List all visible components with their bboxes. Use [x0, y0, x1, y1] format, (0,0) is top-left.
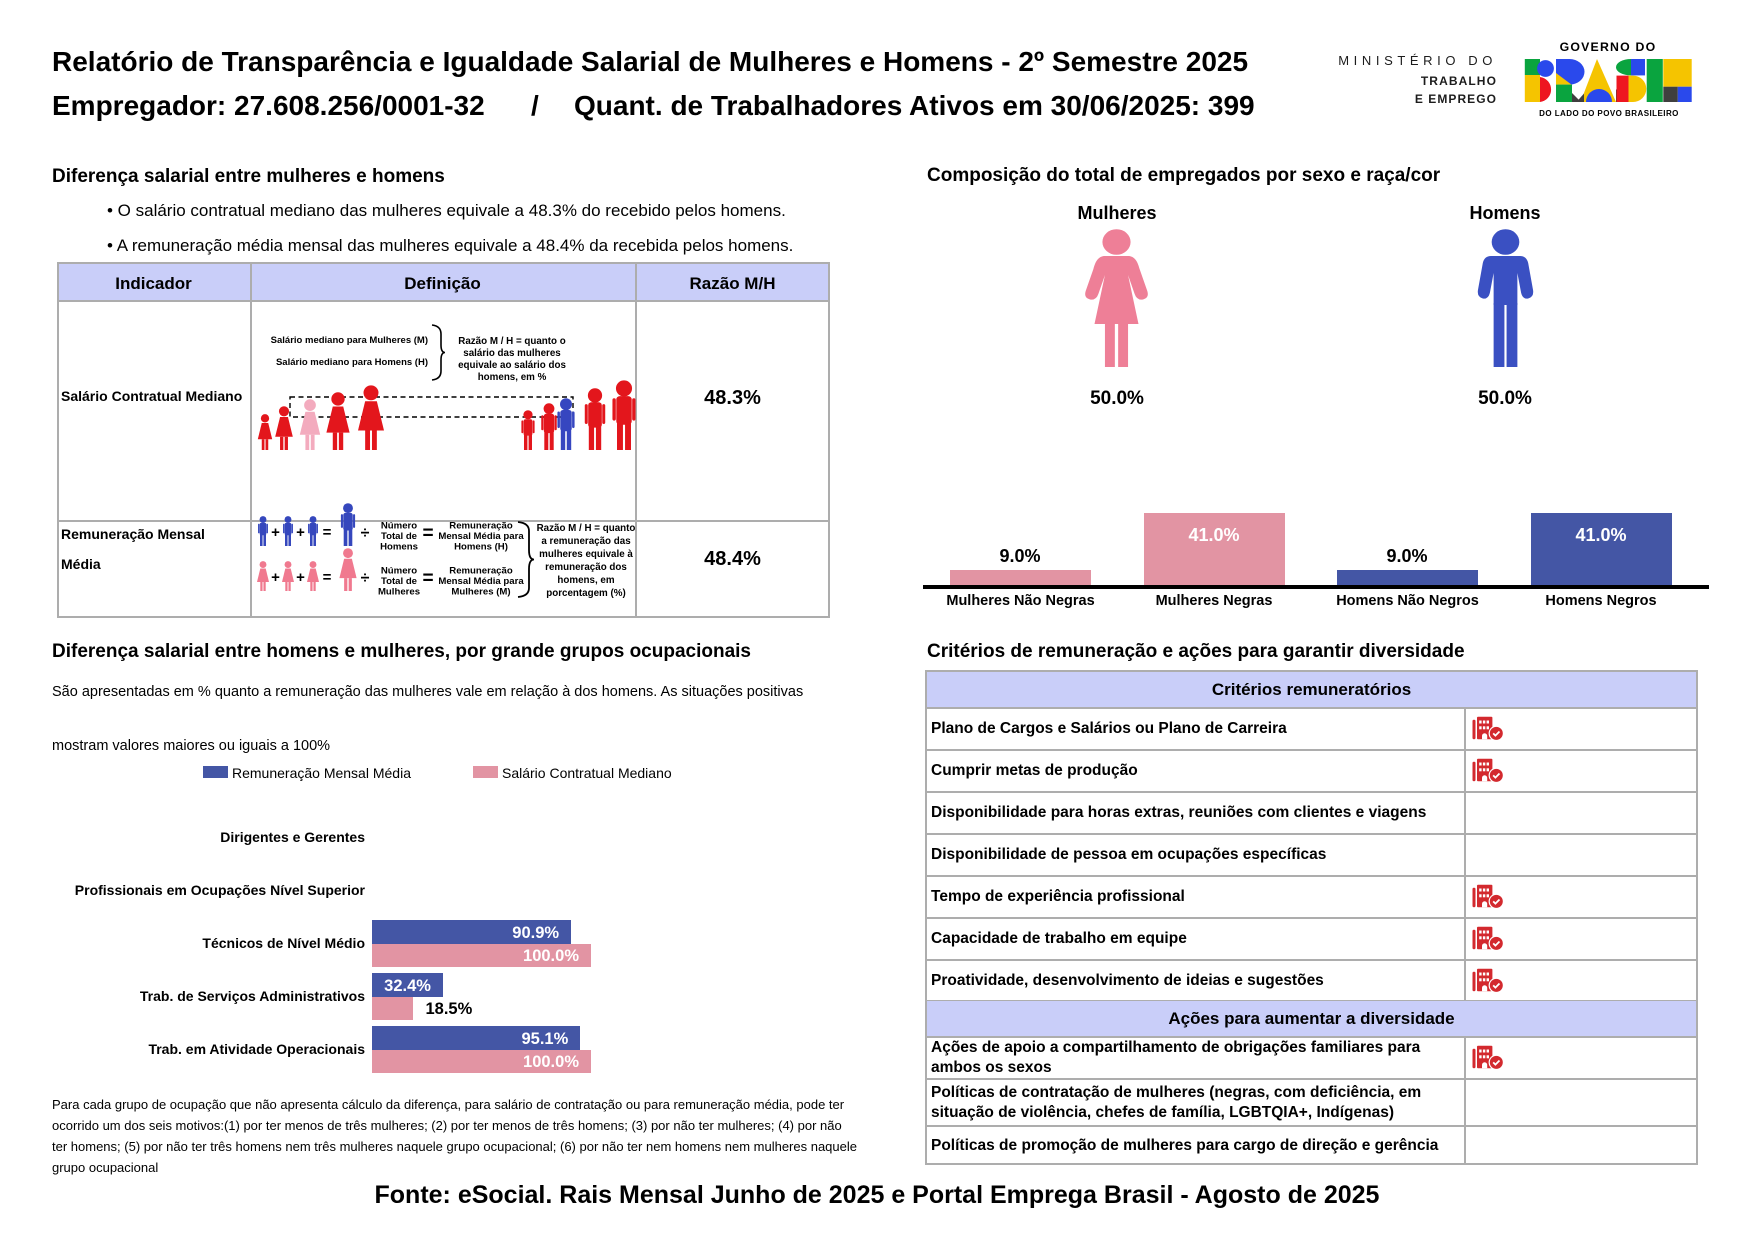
svg-text:Mensal Média para: Mensal Média para	[438, 531, 524, 542]
svg-text:Mulheres: Mulheres	[378, 587, 420, 598]
svg-text:Razão M / H = quanto: Razão M / H = quanto	[537, 523, 636, 534]
svg-text:Razão M / H = quanto o: Razão M / H = quanto o	[458, 336, 566, 347]
svg-text:=: =	[323, 569, 332, 586]
svg-text:remuneração dos: remuneração dos	[545, 562, 627, 573]
svg-text:Homens: Homens	[380, 542, 418, 553]
svg-text:equivale ao salário dos: equivale ao salário dos	[458, 360, 566, 371]
svg-text:+: +	[296, 569, 305, 586]
svg-text:=: =	[422, 568, 433, 589]
svg-text:Homens (H): Homens (H)	[454, 542, 508, 553]
svg-text:Total de: Total de	[381, 576, 417, 587]
svg-text:Remuneração: Remuneração	[449, 521, 513, 532]
svg-text:Salário mediano para Homens (H: Salário mediano para Homens (H)	[276, 357, 428, 368]
svg-text:mulheres equivale à: mulheres equivale à	[539, 549, 633, 560]
svg-text:Mensal Média para: Mensal Média para	[438, 576, 524, 587]
svg-text:DO LADO DO POVO BRASILEIRO: DO LADO DO POVO BRASILEIRO	[1539, 109, 1679, 118]
svg-text:Mulheres (M): Mulheres (M)	[451, 587, 510, 598]
svg-text:Total de: Total de	[381, 531, 417, 542]
svg-text:Remuneração: Remuneração	[449, 566, 513, 577]
svg-text:Salário mediano para Mulheres: Salário mediano para Mulheres (M)	[271, 335, 428, 346]
svg-text:+: +	[296, 524, 305, 541]
svg-text:homens, em: homens, em	[557, 575, 614, 586]
svg-text:GOVERNO DO: GOVERNO DO	[1560, 40, 1657, 54]
svg-text:Número: Número	[381, 566, 417, 577]
svg-text:=: =	[323, 524, 332, 541]
svg-text:homens, em %: homens, em %	[478, 372, 547, 383]
svg-text:salário das mulheres: salário das mulheres	[463, 348, 561, 359]
svg-text:+: +	[271, 569, 280, 586]
svg-text:÷: ÷	[361, 570, 370, 587]
svg-text:a remuneração das: a remuneração das	[541, 536, 631, 547]
svg-text:porcentagem (%): porcentagem (%)	[546, 588, 625, 599]
svg-text:=: =	[422, 523, 433, 544]
svg-text:÷: ÷	[361, 525, 370, 542]
svg-text:Número: Número	[381, 521, 417, 532]
svg-text:+: +	[271, 524, 280, 541]
